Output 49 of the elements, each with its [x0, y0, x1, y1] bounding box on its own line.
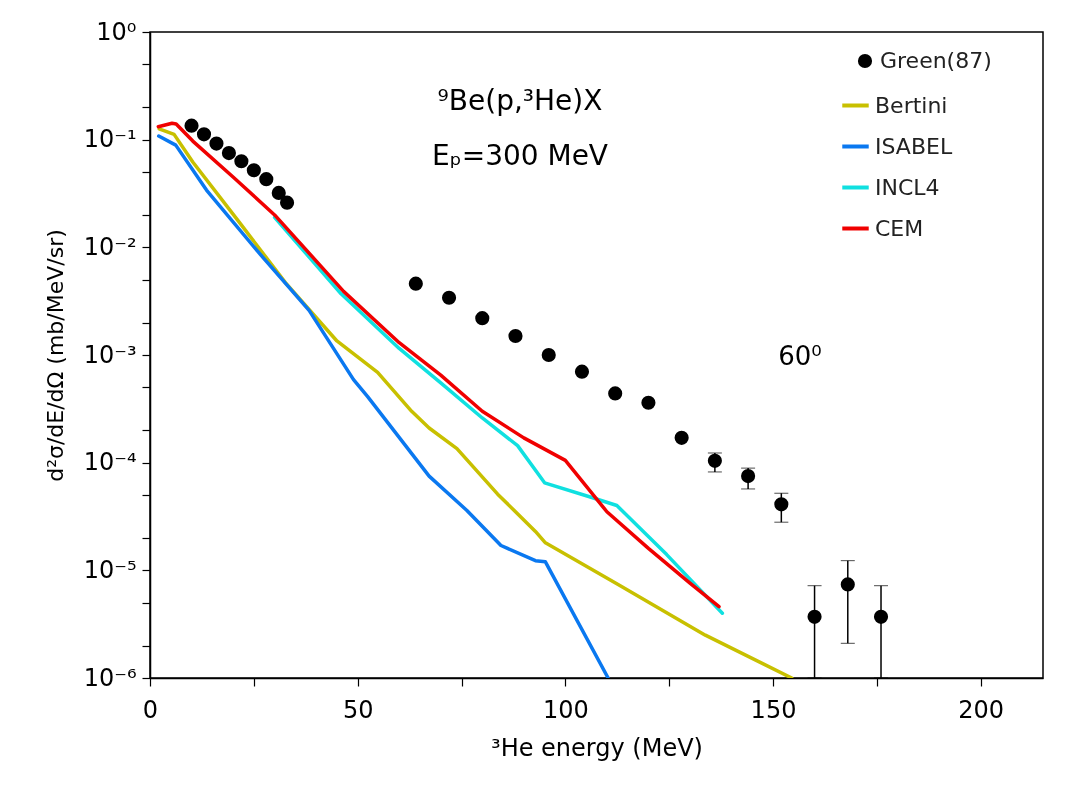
legend-label: ISABEL — [875, 133, 953, 159]
point — [196, 127, 212, 142]
point — [408, 276, 423, 291]
annotation: Eₚ=300 MeV — [431, 139, 609, 172]
annotation: 60⁰ — [778, 341, 822, 371]
point — [279, 195, 295, 210]
line-series — [272, 215, 725, 615]
point — [221, 146, 236, 161]
point — [641, 395, 656, 410]
point — [807, 609, 822, 624]
point — [574, 364, 590, 379]
legend-label: CEM — [875, 215, 924, 241]
y-tick-label: 10⁻³ — [83, 340, 137, 369]
line-series — [156, 121, 721, 609]
x-tick-label: 200 — [958, 695, 1005, 724]
point — [840, 577, 855, 592]
point — [741, 469, 756, 484]
point — [234, 154, 249, 169]
line-series — [156, 134, 610, 678]
point — [508, 328, 523, 344]
point — [707, 453, 722, 468]
y-tick-label: 10⁻⁴ — [83, 448, 137, 477]
point — [184, 118, 199, 133]
y-tick-label: 10⁰ — [96, 17, 137, 46]
annotation: ⁹Be(p,³He)X — [437, 84, 603, 117]
y-tick-label: 10⁻² — [83, 232, 137, 261]
point — [209, 136, 224, 151]
x-tick-label: 0 — [142, 695, 159, 724]
point — [774, 497, 789, 512]
legend-label: Bertini — [875, 92, 948, 118]
point — [441, 290, 457, 305]
y-tick-label: 10⁻¹ — [83, 125, 137, 154]
point — [674, 430, 689, 445]
point — [541, 347, 556, 363]
point — [873, 609, 889, 624]
x-tick-label: 50 — [342, 695, 374, 724]
legend-label: Green(87) — [880, 48, 992, 73]
y-tick-label: 10⁻⁵ — [83, 555, 137, 584]
x-axis-title: ³He energy (MeV) — [491, 733, 703, 762]
y-tick-label: 10⁻⁶ — [83, 663, 137, 692]
point — [608, 386, 623, 401]
point — [475, 311, 490, 326]
y-axis-title: d²σ/dE/dΩ (mb/MeV/sr) — [42, 229, 68, 482]
point — [271, 185, 286, 200]
point — [259, 172, 274, 187]
x-tick-label: 100 — [542, 695, 589, 724]
x-tick-label: 150 — [750, 695, 797, 724]
point — [246, 163, 261, 178]
legend-label: INCL4 — [875, 174, 940, 200]
